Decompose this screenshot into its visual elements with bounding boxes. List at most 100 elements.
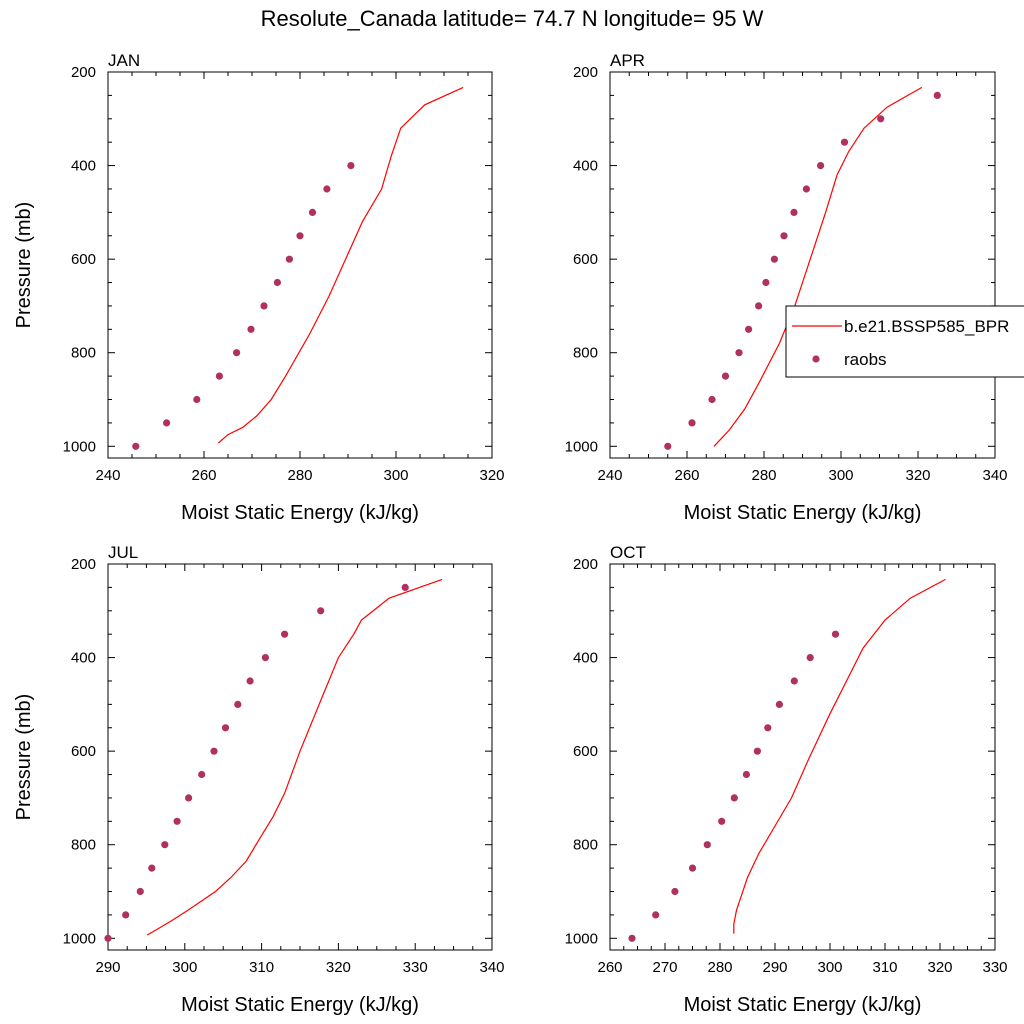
raobs-point — [198, 770, 206, 779]
raobs-point — [664, 442, 672, 450]
panel-jul: JUL 290 300 310 320 330 340 200 400 600 800 1000 Moi… — [13, 543, 505, 1016]
raobs-point — [234, 700, 242, 709]
raobs-point — [652, 911, 660, 919]
raobs-point — [221, 724, 230, 732]
panel-label: OCT — [610, 543, 646, 562]
x-tick-label: 280 — [707, 959, 732, 976]
x-axis-title: Moist Static Energy (kJ/kg) — [684, 994, 922, 1016]
model-profile-line — [146, 578, 443, 936]
raobs-point — [688, 419, 696, 427]
y-tick-label: 800 — [573, 345, 598, 362]
x-tick-label: 320 — [326, 959, 351, 976]
legend-marker-swatch — [812, 355, 820, 363]
plot-frame — [609, 563, 996, 951]
y-tick-label: 200 — [71, 556, 96, 573]
plot-frame — [107, 563, 493, 951]
x-tick-label: 260 — [674, 467, 699, 484]
raobs-point — [260, 302, 268, 310]
y-tick-label: 400 — [71, 158, 96, 175]
x-tick-label: 300 — [828, 467, 853, 484]
raobs-point — [780, 232, 788, 240]
raobs-point — [261, 654, 269, 662]
raobs-point — [401, 583, 409, 592]
figure-title: Resolute_Canada latitude= 74.7 N longitu… — [261, 6, 764, 31]
raobs-point — [323, 185, 331, 193]
x-tick-label: 320 — [927, 959, 952, 976]
x-tick-label: 340 — [982, 467, 1007, 484]
x-tick-label: 330 — [403, 959, 428, 976]
raobs-point — [703, 841, 711, 849]
panel-oct: OCT 260 270 280 290 300 310 320 330 200 400 600 800 1… — [565, 543, 1008, 1016]
raobs-point — [122, 911, 130, 919]
raobs-point — [762, 278, 770, 287]
y-tick-label: 200 — [573, 64, 598, 81]
raobs-point — [817, 162, 825, 170]
raobs-point — [806, 654, 814, 662]
raobs-point — [285, 255, 293, 263]
raobs-point — [718, 817, 726, 825]
y-axis-title: Pressure (mb) — [13, 202, 35, 329]
raobs-point — [840, 138, 849, 146]
x-tick-label: 310 — [249, 959, 274, 976]
raobs-point — [688, 864, 697, 872]
raobs-point — [308, 208, 317, 216]
panel-jan: JAN 240 260 280 300 320 200 400 600 800 1000 Moist … — [13, 51, 505, 524]
y-tick-label: 200 — [71, 64, 96, 81]
model-profile-line — [733, 578, 946, 934]
plot-frame — [609, 71, 996, 459]
raobs-point — [173, 817, 181, 825]
x-tick-label: 300 — [172, 959, 197, 976]
raobs-point — [215, 372, 223, 380]
raobs-point — [755, 302, 763, 310]
panel-apr: APR 240 260 280 300 320 340 200 400 600 800 1000 Moi… — [565, 51, 1008, 524]
raobs-point — [831, 630, 840, 638]
raobs-point — [802, 185, 811, 193]
x-tick-label: 310 — [872, 959, 897, 976]
y-tick-label: 800 — [71, 837, 96, 854]
panel-label: JAN — [108, 51, 140, 70]
legend-label: raobs — [844, 350, 887, 369]
y-tick-label: 200 — [573, 556, 598, 573]
x-tick-label: 320 — [905, 467, 930, 484]
legend-box — [785, 305, 1024, 378]
y-tick-label: 600 — [573, 251, 598, 268]
y-tick-label: 600 — [71, 743, 96, 760]
y-tick-label: 1000 — [63, 438, 96, 455]
raobs-point — [273, 278, 281, 287]
panel-label: JUL — [108, 543, 138, 562]
x-tick-label: 300 — [817, 959, 842, 976]
raobs-point — [247, 325, 255, 333]
y-tick-label: 1000 — [565, 438, 598, 455]
x-tick-label: 290 — [762, 959, 787, 976]
raobs-point — [132, 442, 140, 450]
raobs-point — [233, 349, 241, 357]
y-axis-title: Pressure (mb) — [13, 694, 35, 821]
model-profile-line — [218, 86, 464, 444]
x-tick-label: 280 — [287, 467, 312, 484]
y-tick-label: 800 — [71, 345, 96, 362]
raobs-point — [730, 794, 738, 802]
x-tick-label: 340 — [479, 959, 504, 976]
raobs-point — [210, 747, 218, 755]
raobs-point — [161, 841, 169, 849]
x-tick-label: 270 — [652, 959, 677, 976]
raobs-point — [317, 607, 325, 615]
raobs-point — [104, 934, 112, 942]
raobs-point — [742, 770, 751, 779]
x-tick-label: 320 — [479, 467, 504, 484]
raobs-point — [136, 887, 144, 896]
raobs-point — [347, 162, 355, 170]
raobs-point — [296, 232, 304, 240]
y-tick-label: 600 — [573, 743, 598, 760]
raobs-point — [753, 747, 762, 755]
x-tick-label: 240 — [597, 467, 622, 484]
raobs-point — [281, 630, 289, 638]
model-profile-line — [713, 86, 923, 447]
raobs-point — [671, 887, 679, 896]
raobs-point — [877, 115, 885, 123]
x-tick-label: 330 — [982, 959, 1007, 976]
raobs-point — [148, 864, 156, 872]
panel-label: APR — [610, 51, 645, 70]
y-tick-label: 400 — [573, 650, 598, 667]
